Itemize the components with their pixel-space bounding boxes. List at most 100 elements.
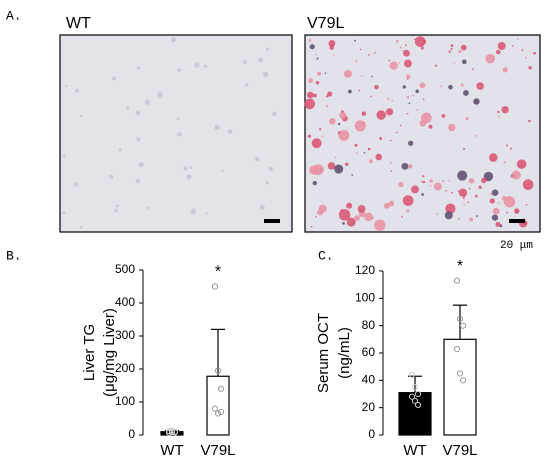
lipid-droplet — [314, 53, 317, 56]
lipid-droplet — [416, 109, 418, 111]
lipid-droplet — [334, 156, 337, 159]
lipid-droplet — [468, 178, 475, 184]
stain-dot — [144, 99, 150, 105]
lipid-droplet — [399, 46, 402, 49]
lipid-droplet — [462, 90, 469, 96]
lipid-droplet — [388, 200, 395, 207]
lipid-droplet — [415, 89, 419, 94]
lipid-droplet — [337, 122, 341, 126]
lipid-droplet — [448, 50, 451, 53]
stain-dot — [227, 129, 233, 134]
stain-dot — [259, 204, 265, 210]
lipid-droplet — [462, 196, 465, 199]
stain-dot — [242, 60, 247, 65]
lipid-droplet — [474, 194, 478, 198]
lipid-droplet — [413, 38, 416, 41]
data-point — [408, 371, 416, 378]
lipid-droplet — [460, 44, 467, 51]
lipid-droplet — [445, 189, 447, 192]
y-tick-label: 120 — [355, 263, 375, 277]
stain-dot — [136, 137, 141, 142]
lipid-droplet — [406, 96, 410, 99]
lipid-droplet — [396, 40, 399, 43]
bar — [206, 375, 230, 436]
lipid-droplet — [450, 47, 453, 50]
y-tick-label: 200 — [115, 361, 135, 375]
y-tick-label: 500 — [115, 262, 135, 276]
lipid-droplet — [515, 211, 518, 214]
lipid-droplet — [448, 179, 450, 182]
lipid-droplet — [525, 56, 528, 59]
lipid-droplet — [304, 98, 316, 110]
data-point — [168, 427, 176, 434]
y-tick-label: 0 — [128, 427, 135, 441]
y-axis-label: Serum OCT — [315, 313, 332, 393]
lipid-droplet — [468, 187, 471, 190]
lipid-droplet — [406, 209, 410, 213]
lipid-droplet — [448, 84, 453, 90]
lipid-droplet — [310, 225, 313, 228]
lipid-droplet — [318, 128, 322, 131]
lipid-droplet — [328, 40, 336, 47]
lipid-droplet — [339, 112, 347, 120]
lipid-droplet — [363, 152, 366, 154]
lipid-droplet — [444, 211, 453, 220]
lipid-droplet — [475, 215, 478, 217]
lipid-droplet — [533, 51, 536, 55]
lipid-droplet — [460, 83, 464, 87]
lipid-droplet — [325, 104, 329, 108]
stain-dot — [265, 47, 270, 52]
data-point — [456, 370, 464, 377]
y-tick-label: 80 — [362, 318, 376, 332]
lipid-droplet — [308, 38, 312, 42]
lipid-droplet — [405, 44, 407, 47]
lipid-droplet — [327, 162, 336, 170]
y-tick-label: 400 — [115, 295, 135, 309]
lipid-droplet — [406, 74, 411, 79]
lipid-droplet — [306, 91, 314, 99]
lipid-droplet — [321, 135, 324, 138]
lipid-droplet — [368, 54, 370, 56]
micrograph — [59, 34, 293, 233]
lipid-droplet — [445, 203, 456, 214]
stain-dot — [109, 174, 114, 179]
data-point — [165, 427, 173, 435]
stain-dot — [146, 206, 149, 210]
lipid-droplet — [399, 124, 402, 127]
lipid-droplet — [402, 49, 405, 52]
lipid-droplet — [390, 139, 392, 142]
lipid-droplet — [473, 98, 480, 105]
lipid-droplet — [490, 193, 492, 195]
lipid-droplet — [374, 219, 386, 231]
data-point — [211, 283, 219, 290]
lipid-droplet — [522, 179, 534, 190]
lipid-droplet — [503, 161, 506, 164]
x-tick-label: WT — [160, 442, 183, 459]
scale-bar-label: 20 μm — [500, 240, 533, 252]
x-tick-label: V79L — [442, 442, 477, 459]
lipid-droplet — [358, 89, 361, 92]
data-point — [456, 315, 464, 322]
panel-label: A. — [6, 8, 22, 23]
stain-dot — [62, 154, 66, 157]
lipid-droplet — [521, 49, 524, 52]
data-point — [214, 410, 222, 417]
y-axis-label: (ng/mL) — [336, 327, 353, 379]
lipid-droplet — [414, 36, 426, 47]
stain-dot — [157, 92, 163, 98]
stain-dot — [186, 174, 192, 180]
lipid-droplet — [485, 53, 496, 64]
lipid-droplet — [368, 159, 373, 164]
lipid-droplet — [495, 49, 501, 55]
lipid-droplet — [429, 179, 433, 183]
data-point — [414, 401, 422, 409]
lipid-droplet — [408, 140, 414, 146]
stain-dot — [203, 64, 208, 69]
lipid-droplet — [422, 175, 425, 178]
lipid-droplet — [359, 48, 362, 51]
stain-dot — [170, 36, 177, 43]
x-tick-label: WT — [403, 442, 426, 459]
lipid-droplet — [411, 185, 419, 194]
lipid-droplet — [402, 85, 406, 89]
